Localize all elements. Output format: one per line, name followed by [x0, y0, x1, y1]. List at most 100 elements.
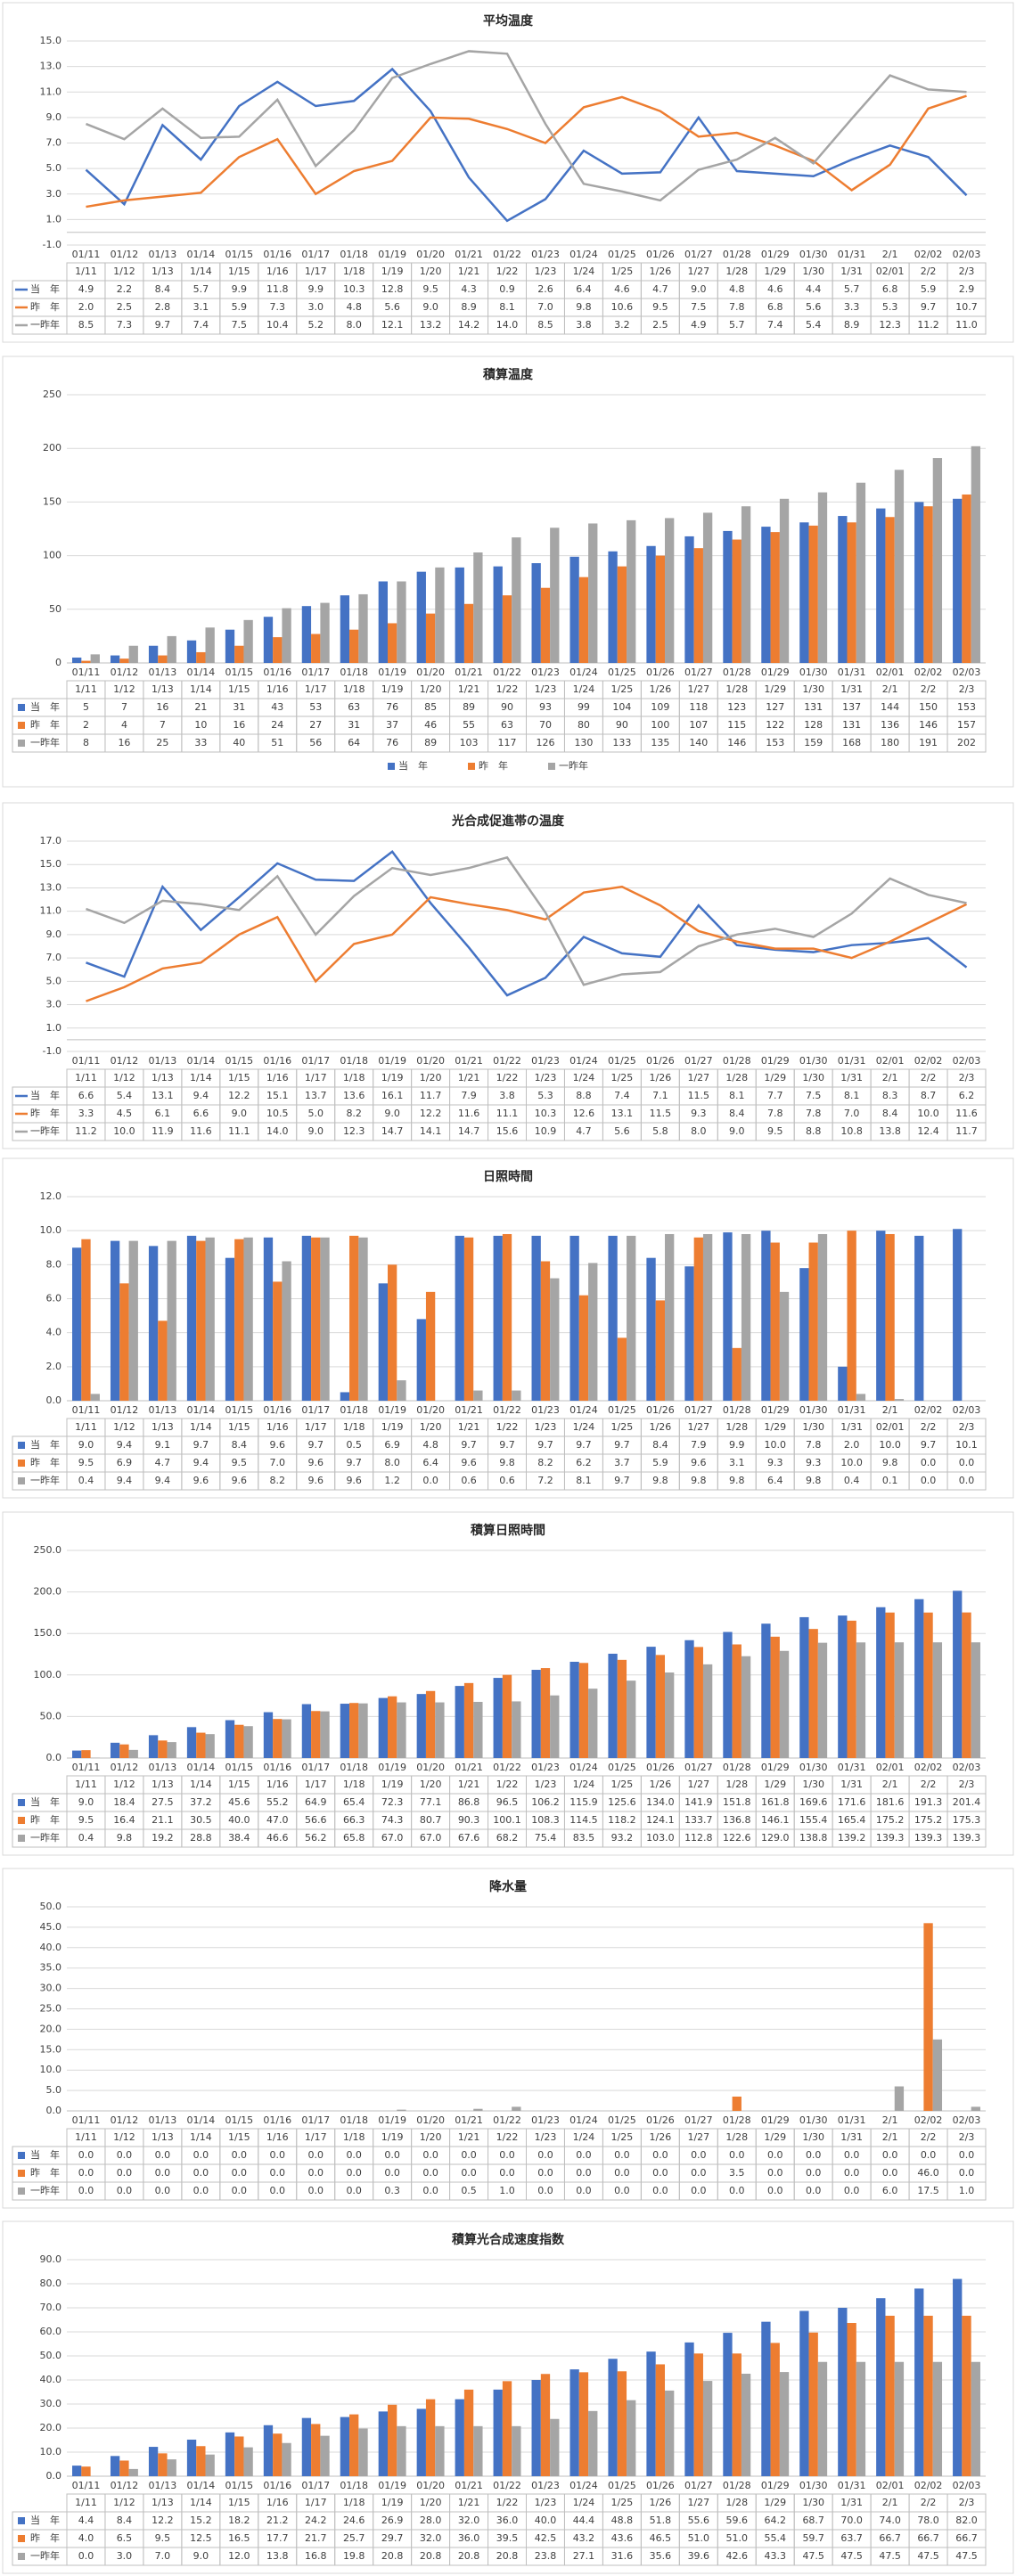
- bar: [167, 2459, 176, 2476]
- table-header: 1/14: [190, 1072, 212, 1084]
- table-value: 0.0: [576, 2185, 592, 2196]
- table-value: 33: [194, 737, 207, 748]
- table-header: 1/11: [75, 1421, 97, 1433]
- table-value: 131: [842, 719, 861, 731]
- bar: [455, 1686, 464, 1758]
- table-value: 118: [689, 701, 708, 713]
- bar: [779, 1291, 790, 1401]
- table-header: 2/1: [882, 2497, 898, 2508]
- bar: [876, 1607, 886, 1758]
- y-tick-label: 45.0: [40, 1921, 62, 1933]
- y-tick-label: 0.0: [46, 1394, 62, 1406]
- table-value: 70.0: [840, 2515, 863, 2526]
- x-tick-label: 01/15: [225, 2480, 253, 2491]
- table-header: 1/22: [496, 683, 519, 695]
- bar: [684, 1266, 694, 1401]
- table-header: 1/20: [420, 1421, 442, 1433]
- table-value: 56.6: [305, 1814, 327, 1826]
- table-header: 1/16: [266, 1421, 289, 1433]
- table-value: 93: [539, 701, 552, 713]
- table-value: 3.5: [729, 2167, 745, 2179]
- bar: [167, 1742, 176, 1758]
- x-tick-label: 2/1: [882, 249, 898, 260]
- legend-key: [18, 704, 25, 711]
- table-value: 20.8: [458, 2550, 480, 2562]
- x-tick-label: 01/19: [378, 249, 406, 260]
- table-header: 1/30: [802, 1779, 824, 1790]
- table-value: 146: [919, 719, 938, 731]
- bar: [425, 2399, 436, 2476]
- bar: [435, 1702, 445, 1758]
- x-tick-label: 01/15: [225, 2114, 253, 2126]
- table-value: 4.4: [78, 2515, 94, 2526]
- table-value: 82.0: [955, 2515, 978, 2526]
- table-value: 67.0: [381, 1832, 404, 1844]
- bar: [838, 1615, 848, 1758]
- table-value: 201.4: [953, 1796, 981, 1808]
- bar: [799, 2310, 809, 2476]
- y-tick-label: 10.0: [40, 1224, 62, 1236]
- table-value: 8.4: [232, 1439, 248, 1451]
- table-header: 1/13: [152, 1779, 174, 1790]
- table-row-name: 昨 年: [30, 300, 60, 313]
- y-tick-label: 30.0: [40, 2398, 62, 2409]
- table-header: 1/26: [650, 2131, 672, 2143]
- bar: [196, 1732, 206, 1758]
- bar: [971, 2106, 980, 2111]
- bar: [416, 1694, 426, 1758]
- table-value: 51.0: [726, 2532, 749, 2544]
- table-value: 31: [348, 719, 360, 731]
- table-header: 1/29: [764, 2497, 786, 2508]
- x-tick-label: 01/22: [493, 666, 521, 678]
- bar: [894, 1399, 905, 1401]
- table-value: 9.4: [117, 1475, 133, 1486]
- table-value: 5.6: [384, 301, 400, 313]
- table-header: 1/16: [266, 266, 289, 277]
- series-line: [86, 50, 967, 202]
- table-header: 1/13: [152, 683, 174, 695]
- x-tick-label: 01/17: [301, 2480, 330, 2491]
- table-value: 9.1: [155, 1439, 171, 1451]
- bar: [578, 577, 589, 663]
- table-value: 16: [156, 701, 168, 713]
- bar: [646, 1647, 656, 1758]
- table-value: 16: [118, 737, 130, 748]
- table-value: 0.0: [882, 2167, 898, 2179]
- bar: [358, 2428, 368, 2476]
- table-value: 15.1: [266, 1090, 289, 1101]
- table-value: 64: [348, 737, 360, 748]
- y-tick-label: 0.0: [46, 2105, 62, 2116]
- table-value: 4.4: [806, 283, 822, 295]
- table-value: 9.6: [232, 1475, 248, 1486]
- bar: [378, 1697, 388, 1758]
- bar: [340, 1392, 350, 1401]
- bar: [856, 482, 866, 663]
- bar: [847, 1620, 856, 1758]
- bar: [301, 1704, 312, 1758]
- table-value: 85: [424, 701, 437, 713]
- x-tick-label: 01/15: [225, 1055, 253, 1067]
- x-tick-label: 02/03: [953, 2114, 981, 2126]
- table-value: 180: [881, 737, 899, 748]
- table-value: 7.7: [767, 1090, 783, 1101]
- bar: [617, 566, 627, 663]
- table-value: 9.5: [767, 1125, 783, 1137]
- bar: [817, 2361, 828, 2476]
- table-value: 124.1: [646, 1814, 675, 1826]
- table-value: 9.0: [232, 1108, 248, 1119]
- y-tick-label: 35.0: [40, 1962, 62, 1974]
- x-tick-label: 01/25: [608, 1055, 636, 1067]
- table-header: 1/18: [343, 1421, 365, 1433]
- table-value: 127: [766, 701, 784, 713]
- bar: [387, 1696, 397, 1758]
- table-value: 9.7: [614, 1475, 630, 1486]
- chart-title: 降水量: [489, 1879, 527, 1894]
- table-header: 1/21: [458, 266, 480, 277]
- table-value: 21: [194, 701, 207, 713]
- table-value: 9.7: [461, 1439, 477, 1451]
- table-value: 0.0: [729, 2185, 745, 2196]
- bar: [205, 2454, 215, 2476]
- table-value: 11.6: [190, 1125, 212, 1137]
- bar: [817, 492, 828, 663]
- table-value: 9.4: [193, 1090, 209, 1101]
